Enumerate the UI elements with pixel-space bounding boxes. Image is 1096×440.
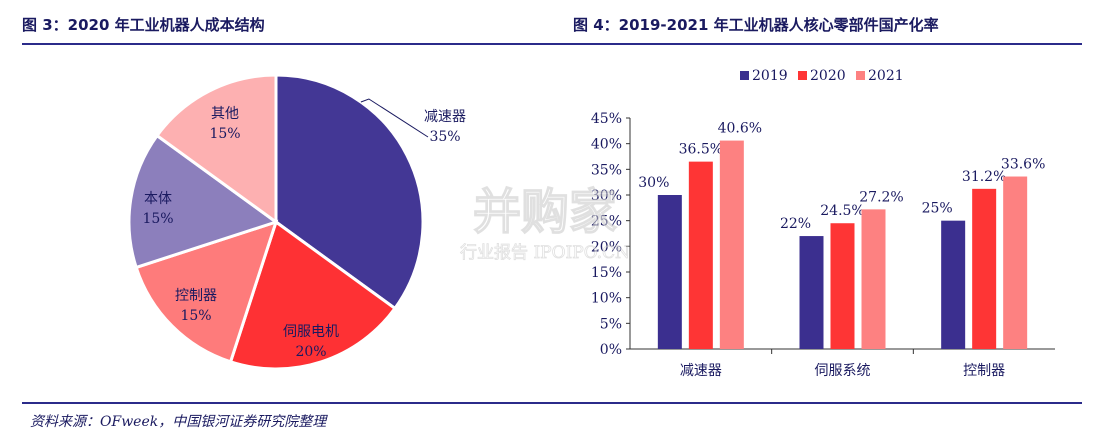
- pie-slice-5: [154, 73, 278, 225]
- pie-value-label: 15%: [209, 126, 240, 142]
- pie-chart: 减速器 35% 伺服电机 20% 控制器 15% 本体 15% 其他 15%: [127, 73, 466, 371]
- legend-label: 2019: [752, 68, 788, 84]
- legend-swatch-2020: [798, 71, 807, 80]
- source-note: 资料来源：OFweek，中国银河证券研究院整理: [30, 414, 327, 430]
- pie-value-label: 15%: [180, 308, 211, 324]
- pie-value-label: 20%: [295, 344, 326, 360]
- bar-2021: [1003, 176, 1028, 349]
- watermark-brand: 并购家: [473, 184, 617, 240]
- bar-data-label: 33.6%: [1001, 157, 1045, 173]
- legend-label: 2020: [810, 68, 846, 84]
- bar-2020: [688, 161, 713, 349]
- bar-data-label: 40.6%: [718, 121, 762, 137]
- left-figure-title: 图 3：2020 年工业机器人成本结构: [22, 16, 265, 34]
- bar-2020: [830, 223, 855, 349]
- watermark-subtext: 行业报告 IPOIPO.CN: [460, 243, 630, 263]
- pie-slice-1: [274, 73, 425, 311]
- bar-data-label: 24.5%: [820, 203, 864, 219]
- pie-label: 控制器: [175, 288, 217, 304]
- bar-2021: [719, 140, 744, 349]
- right-figure-title: 图 4：2019-2021 年工业机器人核心零部件国产化率: [573, 16, 939, 34]
- y-tick-label: 5%: [600, 316, 622, 332]
- y-tick-label: 35%: [591, 162, 622, 178]
- y-tick-label: 25%: [591, 214, 622, 230]
- pie-label: 伺服电机: [283, 324, 339, 340]
- bar-data-label: 30%: [638, 175, 669, 191]
- pie-label: 其他: [211, 106, 239, 122]
- y-tick-label: 45%: [591, 111, 622, 127]
- watermark: 并购家 行业报告 IPOIPO.CN: [460, 183, 631, 263]
- x-category-label: 减速器: [680, 363, 722, 379]
- y-tick-label: 30%: [591, 188, 622, 204]
- bottom-divider: [22, 402, 1082, 404]
- bar-data-label: 31.2%: [962, 169, 1006, 185]
- legend-swatch-2019: [740, 71, 749, 80]
- y-tick-label: 20%: [591, 239, 622, 255]
- pie-leader-line: [360, 98, 429, 138]
- legend-label: 2021: [868, 68, 904, 84]
- y-tick-label: 0%: [600, 342, 622, 358]
- bar-2019: [657, 195, 682, 349]
- bar-chart: 0% 5% 10% 15% 20% 25% 30% 35% 40% 45% 30% 36.5% 40.6…: [591, 68, 1055, 379]
- legend-swatch-2021: [856, 71, 865, 80]
- x-category-label: 控制器: [963, 363, 1005, 379]
- pie-value-label: 15%: [142, 211, 173, 227]
- pie-slice-4: [127, 133, 280, 270]
- bar-data-label: 22%: [780, 216, 811, 232]
- y-tick-label: 10%: [591, 291, 622, 307]
- pie-value-label: 35%: [429, 129, 460, 145]
- bar-2021: [861, 209, 886, 349]
- bar-2019: [941, 220, 966, 349]
- x-category-label: 伺服系统: [815, 363, 871, 379]
- bar-2020: [972, 188, 997, 349]
- bar-data-label: 36.5%: [679, 142, 723, 158]
- pie-label: 减速器: [424, 109, 466, 125]
- bar-2019: [799, 236, 824, 349]
- y-tick-label: 40%: [591, 137, 622, 153]
- bar-data-label: 27.2%: [859, 189, 903, 205]
- top-divider: [22, 43, 1082, 45]
- bar-data-label: 25%: [922, 201, 953, 217]
- pie-slice-2: [228, 219, 398, 371]
- pie-label: 本体: [144, 191, 172, 207]
- y-tick-label: 15%: [591, 265, 622, 281]
